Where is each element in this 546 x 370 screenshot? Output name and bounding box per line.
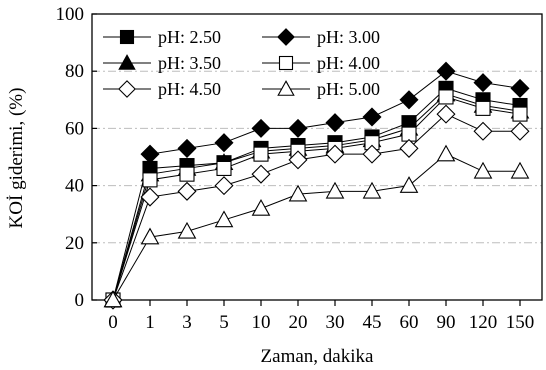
x-tick-label: 150 [506,312,535,333]
data-point [436,61,456,81]
data-point [510,161,530,179]
x-tick-label: 60 [400,312,419,333]
data-point [325,113,345,133]
series-line [112,96,521,301]
legend-label: pH: 4.50 [158,79,221,99]
data-point [512,106,528,122]
data-point [399,138,419,158]
x-tick-label: 10 [252,312,271,333]
data-point [216,160,232,176]
legend-marker [118,54,136,70]
legend-label: pH: 4.00 [317,53,380,73]
data-point [475,100,491,116]
x-tick-label: 0 [108,312,118,333]
legend-item: pH: 3.50 [103,53,221,73]
plot-frame [91,13,543,301]
legend-marker [119,29,135,45]
y-tick-label: 80 [65,61,84,82]
y-tick-label: 100 [56,4,85,25]
data-point [177,138,197,158]
data-point [362,181,382,199]
data-point [214,210,234,228]
data-point [253,146,269,162]
legend-item: pH: 2.50 [103,27,221,47]
legend-label: pH: 3.50 [158,53,221,73]
data-point [251,198,271,216]
legend-item: pH: 4.00 [262,53,380,73]
data-point [179,166,195,182]
legend-marker [277,80,295,96]
data-point [436,104,456,124]
data-point [510,78,530,98]
legend-item: pH: 3.00 [262,27,380,47]
x-tick-label: 5 [219,312,229,333]
legend-marker [277,28,295,46]
data-point [325,181,345,199]
data-point [362,144,382,164]
x-axis-ticks: 0 1 3 5 10 20 30 45 60 90 120 150 [108,300,534,333]
y-axis-ticks: 0 20 40 60 80 100 [56,4,97,311]
legend-marker [118,80,136,98]
plot-border [91,13,543,301]
x-tick-label: 20 [289,312,308,333]
series-5 [103,144,530,308]
data-point [438,89,454,105]
data-point [325,144,345,164]
data-point [362,107,382,127]
series-line [112,113,520,301]
legend-label: pH: 3.00 [317,27,380,47]
series-1 [103,61,530,310]
x-tick-label: 30 [326,312,345,333]
x-tick-label: 1 [145,312,155,333]
data-point [177,181,197,201]
data-point [473,73,493,93]
legend-marker [278,55,294,71]
data-point [177,221,197,239]
legend-label: pH: 2.50 [158,27,221,47]
data-point [214,133,234,153]
y-axis-title: KOİ giderimi, (%) [6,88,27,229]
data-point [140,187,160,207]
data-point [473,121,493,141]
data-point [251,164,271,184]
series-line [112,93,521,301]
series-4 [103,104,530,310]
x-axis-title: Zaman, dakika [261,346,374,367]
legend-item: pH: 5.00 [262,79,380,99]
data-point [103,290,123,308]
data-point [510,121,530,141]
y-tick-label: 20 [65,233,84,254]
data-point [436,144,456,162]
legend-label: pH: 5.00 [317,79,380,99]
legend: pH: 2.50 pH: 3.00 pH: 3.50 pH: 4.00 pH: 4.50… [103,27,380,99]
x-tick-label: 3 [182,312,192,333]
series-2 [103,84,530,308]
y-tick-label: 0 [75,290,85,311]
data-point [140,144,160,164]
x-tick-label: 90 [437,312,456,333]
data-point [399,176,419,193]
data-point [140,227,160,245]
data-point [288,184,308,202]
data-point [142,172,158,188]
data-point [214,176,234,196]
data-point [473,161,493,179]
x-tick-label: 120 [469,312,498,333]
y-tick-label: 60 [65,118,84,139]
y-tick-label: 40 [65,176,84,197]
legend-item: pH: 4.50 [103,79,221,99]
x-tick-label: 45 [363,312,382,333]
grid-lines [92,70,542,244]
data-point [288,150,308,170]
data-point [288,118,308,138]
data-point [399,90,419,110]
data-point [251,118,271,138]
series-layer [103,61,530,310]
